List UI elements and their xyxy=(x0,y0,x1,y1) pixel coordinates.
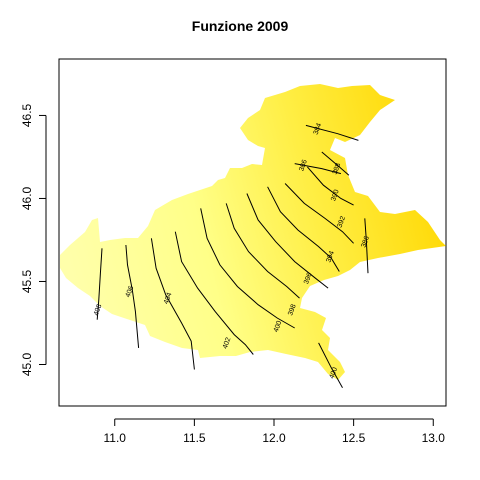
contour-label: 386 xyxy=(360,235,371,248)
contour-label: 402 xyxy=(222,336,233,349)
x-tick-label: 12.5 xyxy=(342,431,366,445)
x-tick-label: 11.0 xyxy=(104,431,127,445)
y-tick-label: 45.0 xyxy=(20,352,34,376)
contour-label: 384 xyxy=(313,122,324,135)
contour-label: 392 xyxy=(337,215,348,228)
contour-line xyxy=(294,163,342,175)
y-tick-label: 45.5 xyxy=(20,269,34,293)
y-tick-label: 46.0 xyxy=(20,186,34,210)
contour-line xyxy=(321,151,350,176)
contour-label: 394 xyxy=(325,250,336,263)
region-fill xyxy=(60,84,446,380)
contour-line xyxy=(200,208,295,329)
contour-line xyxy=(225,203,300,299)
contour-label: 408 xyxy=(93,303,104,316)
contour-label: 406 xyxy=(125,285,136,298)
contour-line xyxy=(284,183,354,244)
contour-line xyxy=(246,193,329,289)
contour-line xyxy=(267,186,340,272)
chart-title: Funzione 2009 xyxy=(191,18,289,34)
contour-line xyxy=(318,342,343,388)
x-tick-label: 12.0 xyxy=(262,431,286,445)
contour-line xyxy=(96,248,103,320)
x-tick-label: 11.5 xyxy=(183,431,206,445)
contour-line xyxy=(305,124,359,141)
contour-line xyxy=(125,244,140,348)
contour-label: 400 xyxy=(273,320,284,333)
y-tick-label: 46.5 xyxy=(20,103,34,127)
contour-label: 400 xyxy=(329,366,340,379)
contour-label: 404 xyxy=(163,292,174,305)
contour-label: 388 xyxy=(332,162,343,175)
contour-label: 398 xyxy=(287,303,298,316)
contour-line xyxy=(307,166,354,206)
plot-frame xyxy=(58,58,447,407)
x-tick-label: 13.0 xyxy=(422,431,446,445)
contour-line xyxy=(150,238,195,370)
contour-label: 390 xyxy=(330,189,341,202)
contour-label: 386 xyxy=(298,159,309,172)
contour-label: 396 xyxy=(303,272,314,285)
contour-line xyxy=(364,218,369,274)
contour-line xyxy=(174,231,254,355)
